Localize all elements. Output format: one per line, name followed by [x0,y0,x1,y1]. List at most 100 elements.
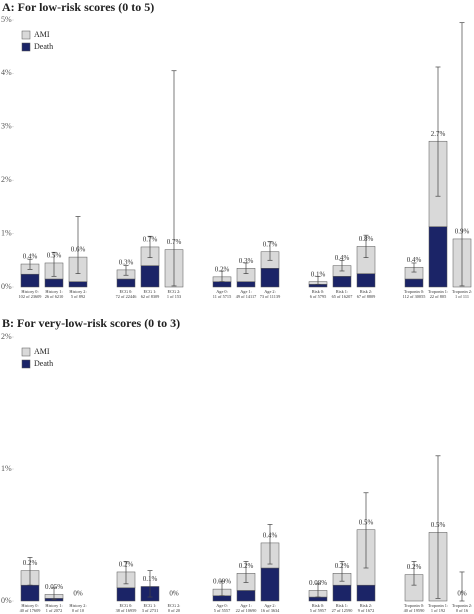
bar-segment [356,584,376,602]
value-label: 0.7% [143,236,158,244]
x-tick-label: Age 0: [216,289,228,294]
bar-segment [404,278,424,288]
y-tick-label: 4% [1,68,12,77]
x-tick-label: Age 2: [264,289,276,294]
value-label: 0.1% [143,575,158,583]
legend-swatch [21,359,31,369]
legend-label: Death [34,42,53,51]
x-tick-label: History 0: [21,603,38,608]
x-tick-label: Troponin 0: [404,603,424,608]
x-tick-count: 5 of 892 [71,294,85,299]
legend-swatch [21,30,31,40]
bar-segment [44,278,64,288]
x-tick-label: Age 2: [264,603,276,608]
x-tick-count: 22 of 10690 [236,608,257,613]
legend-label: AMI [34,30,50,39]
value-label: 0% [73,590,83,598]
x-tick-count: 67 of 8809 [357,294,376,299]
legend-swatch [21,42,31,52]
y-tick-label: 1% [1,464,12,473]
bar-segment [356,273,376,288]
y-tick-label: 1% [1,228,12,237]
x-tick-label: Risk 2: [360,603,372,608]
bar-segment [212,281,232,288]
x-tick-label: Age 1: [240,289,252,294]
value-label: 0.2% [335,562,350,570]
value-label: 0.6% [71,246,86,254]
x-tick-count: 0 of 16 [456,608,469,613]
x-tick-label: Risk 1: [336,289,348,294]
legend-label: Death [34,359,53,368]
bar-segment [236,590,256,602]
x-tick-count: 62 of 8309 [141,294,160,299]
chart-title: A: For low-risk scores (0 to 5) [2,0,154,14]
value-label: 0.2% [23,559,38,567]
x-tick-label: Risk 0: [312,603,324,608]
x-tick-count: 1 of 192 [431,608,445,613]
bar-segment [428,226,448,288]
value-label: 0.2% [239,562,254,570]
bar-segment [116,278,136,288]
bar-segment [140,265,160,288]
x-tick-label: History 2: [69,289,86,294]
bar-segment [20,273,40,288]
value-label: 0.3% [119,259,134,267]
x-tick-label: ECG 2: [167,289,180,294]
y-tick-label: 0% [1,282,12,291]
legend-label: AMI [34,347,50,356]
x-tick-count: 26 of 6210 [45,294,64,299]
x-tick-count: 16 of 3634 [261,608,280,613]
value-label: 0.08% [309,579,327,587]
x-tick-label: History 1: [45,603,62,608]
y-tick-label: 2% [1,332,12,341]
value-label: 0.4% [23,253,38,261]
x-tick-label: History 2: [69,603,86,608]
x-tick-count: 102 of 23609 [19,294,42,299]
bar-segment [332,276,352,288]
x-tick-label: Risk 0: [312,289,324,294]
x-tick-label: ECG 2: [167,603,180,608]
x-tick-count: 38 of 16959 [116,608,137,613]
x-tick-count: 9 of 1672 [358,608,374,613]
x-tick-count: 1 of 2072 [46,608,62,613]
value-label: 0.2% [119,561,134,569]
bar-segment [260,567,280,602]
value-label: 0% [457,590,467,598]
value-label: 0.09% [213,578,231,586]
x-tick-count: 49 of 14117 [236,294,257,299]
x-tick-count: 22 of 805 [430,294,446,299]
x-tick-label: Age 1: [240,603,252,608]
value-label: 0.5% [47,252,62,260]
x-tick-count: 1 of 153 [167,294,181,299]
x-tick-count: 73 of 11139 [260,294,280,299]
value-label: 0.4% [335,254,350,262]
x-tick-label: ECG 1: [143,289,156,294]
x-tick-count: 40 of 19590 [404,608,425,613]
bar-segment [116,587,136,602]
x-tick-label: Risk 1: [336,603,348,608]
value-label: 0.3% [239,257,254,265]
value-label: 0.4% [263,532,278,540]
x-tick-count: 5 of 5557 [214,608,231,613]
value-label: 0.5% [359,518,374,526]
x-tick-count: 40 of 17609 [20,608,41,613]
x-tick-count: 0 of 20 [168,608,180,613]
x-tick-label: Age 0: [216,603,228,608]
bar-segment [68,281,88,288]
x-tick-count: 65 of 16207 [332,294,354,299]
x-tick-count: 27 of 12590 [332,608,353,613]
legend-swatch [21,347,31,357]
value-label: 0.9% [455,228,470,236]
x-tick-count: 112 of 30055 [403,294,426,299]
bar-segment [308,596,328,602]
y-tick-label: 5% [1,15,12,24]
value-label: 0.1% [311,270,326,278]
value-label: 0% [169,590,179,598]
x-tick-label: Troponin 1: [428,289,448,294]
bar-segment [332,584,352,602]
y-tick-label: 0% [1,596,12,605]
x-tick-label: ECG 0: [119,603,132,608]
value-label: 0.2% [215,265,230,273]
x-tick-label: Risk 2: [360,289,372,294]
